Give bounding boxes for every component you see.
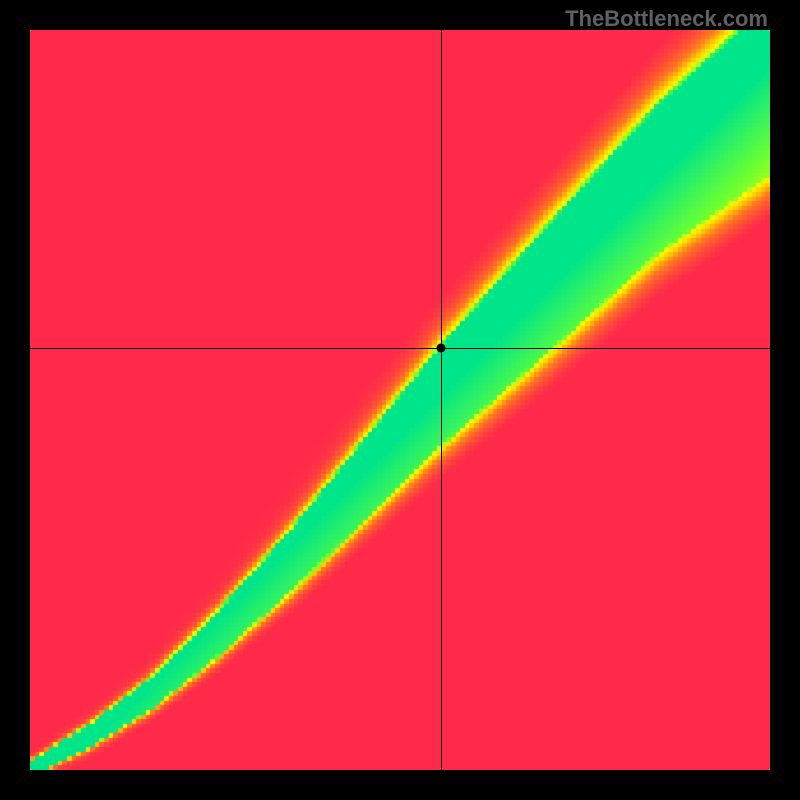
watermark-text: TheBottleneck.com — [565, 6, 768, 32]
heatmap-plot-area — [30, 30, 770, 770]
chart-container: TheBottleneck.com — [0, 0, 800, 800]
crosshair-horizontal — [30, 348, 770, 349]
crosshair-vertical — [441, 30, 442, 770]
crosshair-marker — [437, 344, 446, 353]
heatmap-canvas — [30, 30, 770, 770]
